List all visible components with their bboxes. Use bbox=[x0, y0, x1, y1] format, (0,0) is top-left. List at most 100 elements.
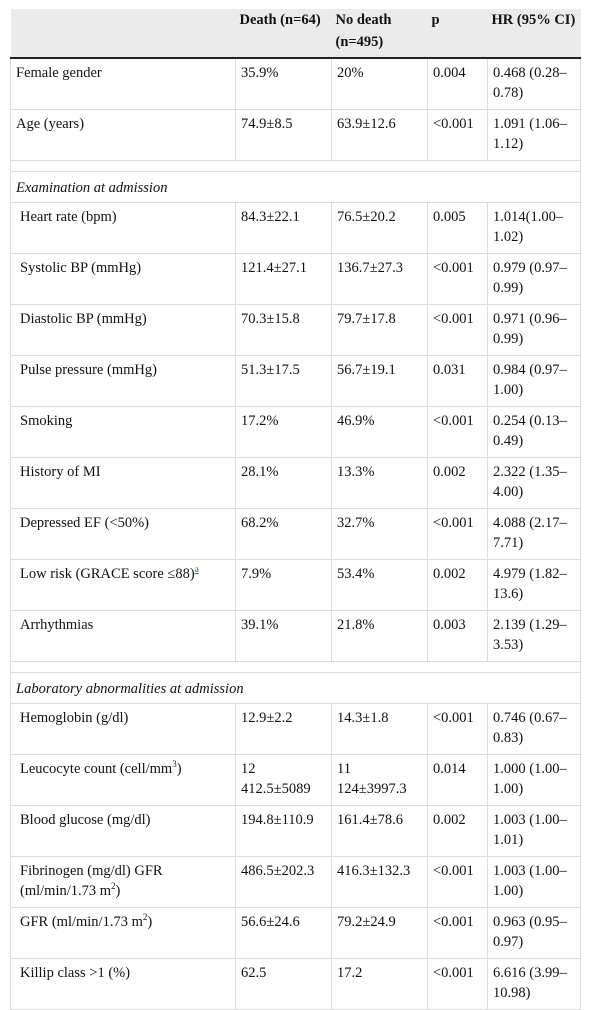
p-value: <0.001 bbox=[427, 108, 488, 161]
p-value: 0.003 bbox=[427, 609, 488, 662]
p-value: <0.001 bbox=[427, 405, 488, 458]
p-value: 0.002 bbox=[427, 456, 488, 509]
no-death-value: 17.2 bbox=[331, 957, 428, 1010]
table-row: Age (years) 74.9±8.5 63.9±12.6 <0.001 1.… bbox=[10, 108, 581, 161]
no-death-value: 136.7±27.3 bbox=[331, 252, 428, 305]
table-row: Hemoglobin (g/dl) 12.9±2.2 14.3±1.8 <0.0… bbox=[10, 702, 581, 755]
hr-value: 6.616 (3.99–10.98) bbox=[487, 957, 581, 1010]
table-row: Heart rate (bpm) 84.3±22.1 76.5±20.2 0.0… bbox=[10, 201, 581, 254]
table-row: Systolic BP (mmHg) 121.4±27.1 136.7±27.3… bbox=[10, 252, 581, 305]
table-row: Depressed EF (<50%) 68.2% 32.7% <0.001 4… bbox=[10, 507, 581, 560]
row-label: Smoking bbox=[10, 405, 236, 458]
section-heading-examination: Examination at admission bbox=[10, 170, 581, 203]
hr-value: 1.003 (1.00–1.01) bbox=[487, 804, 581, 857]
hr-value: 2.139 (1.29–3.53) bbox=[487, 609, 581, 662]
death-value: 35.9% bbox=[235, 57, 332, 110]
section-spacer bbox=[10, 159, 581, 172]
row-label: Leucocyte count (cell/mm3) bbox=[10, 753, 236, 806]
table-row: Killip class >1 (%) 62.5 17.2 <0.001 6.6… bbox=[10, 957, 581, 1010]
no-death-value: 32.7% bbox=[331, 507, 428, 560]
p-value: <0.001 bbox=[427, 906, 488, 959]
table-row: Leucocyte count (cell/mm3) 12 412.5±5089… bbox=[10, 753, 581, 806]
header-no-death: No death (n=495) bbox=[331, 9, 428, 59]
row-label: Diastolic BP (mmHg) bbox=[10, 303, 236, 356]
no-death-value: 13.3% bbox=[331, 456, 428, 509]
section-spacer bbox=[10, 660, 581, 673]
death-value: 12 412.5±5089 bbox=[235, 753, 332, 806]
header-row: Death (n=64) No death (n=495) p HR (95% … bbox=[10, 9, 581, 59]
header-p: p bbox=[427, 9, 488, 59]
death-value: 74.9±8.5 bbox=[235, 108, 332, 161]
no-death-value: 21.8% bbox=[331, 609, 428, 662]
p-value: 0.002 bbox=[427, 804, 488, 857]
no-death-value: 63.9±12.6 bbox=[331, 108, 428, 161]
no-death-value: 76.5±20.2 bbox=[331, 201, 428, 254]
table-row: Low risk (GRACE score ≤88)a 7.9% 53.4% 0… bbox=[10, 558, 581, 611]
row-label: Blood glucose (mg/dl) bbox=[10, 804, 236, 857]
no-death-value: 46.9% bbox=[331, 405, 428, 458]
table-row: Blood glucose (mg/dl) 194.8±110.9 161.4±… bbox=[10, 804, 581, 857]
no-death-value: 56.7±19.1 bbox=[331, 354, 428, 407]
no-death-value: 11 124±3997.3 bbox=[331, 753, 428, 806]
p-value: 0.014 bbox=[427, 753, 488, 806]
row-label: Heart rate (bpm) bbox=[10, 201, 236, 254]
footnote-link[interactable]: a bbox=[194, 563, 199, 574]
row-label: Fibrinogen (mg/dl) GFR (ml/min/1.73 m2) bbox=[10, 855, 236, 908]
hr-value: 1.000 (1.00–1.00) bbox=[487, 753, 581, 806]
row-label: Female gender bbox=[10, 57, 236, 110]
hr-value: 1.014(1.00–1.02) bbox=[487, 201, 581, 254]
death-value: 12.9±2.2 bbox=[235, 702, 332, 755]
no-death-value: 53.4% bbox=[331, 558, 428, 611]
p-value: <0.001 bbox=[427, 507, 488, 560]
hr-value: 0.984 (0.97–1.00) bbox=[487, 354, 581, 407]
section-heading-row: Examination at admission bbox=[10, 170, 581, 203]
death-value: 7.9% bbox=[235, 558, 332, 611]
hr-value: 0.746 (0.67–0.83) bbox=[487, 702, 581, 755]
table-row: Female gender 35.9% 20% 0.004 0.468 (0.2… bbox=[10, 57, 581, 110]
death-value: 70.3±15.8 bbox=[235, 303, 332, 356]
row-label: Systolic BP (mmHg) bbox=[10, 252, 236, 305]
row-label: Pulse pressure (mmHg) bbox=[10, 354, 236, 407]
hr-value: 4.088 (2.17–7.71) bbox=[487, 507, 581, 560]
results-table-container: Death (n=64) No death (n=495) p HR (95% … bbox=[10, 9, 581, 1010]
hr-value: 0.254 (0.13–0.49) bbox=[487, 405, 581, 458]
p-value: 0.002 bbox=[427, 558, 488, 611]
p-value: 0.004 bbox=[427, 57, 488, 110]
death-value: 121.4±27.1 bbox=[235, 252, 332, 305]
death-value: 84.3±22.1 bbox=[235, 201, 332, 254]
p-value: <0.001 bbox=[427, 957, 488, 1010]
p-value: <0.001 bbox=[427, 702, 488, 755]
hr-value: 0.963 (0.95–0.97) bbox=[487, 906, 581, 959]
death-value: 194.8±110.9 bbox=[235, 804, 332, 857]
row-label: History of MI bbox=[10, 456, 236, 509]
row-label: Age (years) bbox=[10, 108, 236, 161]
death-value: 56.6±24.6 bbox=[235, 906, 332, 959]
hr-value: 4.979 (1.82–13.6) bbox=[487, 558, 581, 611]
row-label: GFR (ml/min/1.73 m2) bbox=[10, 906, 236, 959]
table-row: Smoking 17.2% 46.9% <0.001 0.254 (0.13–0… bbox=[10, 405, 581, 458]
no-death-value: 416.3±132.3 bbox=[331, 855, 428, 908]
table-row: Pulse pressure (mmHg) 51.3±17.5 56.7±19.… bbox=[10, 354, 581, 407]
row-label-text: Low risk (GRACE score ≤88) bbox=[20, 565, 195, 582]
p-value: 0.005 bbox=[427, 201, 488, 254]
results-table: Death (n=64) No death (n=495) p HR (95% … bbox=[10, 9, 581, 1010]
p-value: <0.001 bbox=[427, 303, 488, 356]
header-hr: HR (95% CI) bbox=[487, 9, 581, 59]
row-label: Hemoglobin (g/dl) bbox=[10, 702, 236, 755]
no-death-value: 14.3±1.8 bbox=[331, 702, 428, 755]
no-death-value: 161.4±78.6 bbox=[331, 804, 428, 857]
row-label: Arrhythmias bbox=[10, 609, 236, 662]
hr-value: 0.468 (0.28–0.78) bbox=[487, 57, 581, 110]
death-value: 51.3±17.5 bbox=[235, 354, 332, 407]
hr-value: 0.971 (0.96–0.99) bbox=[487, 303, 581, 356]
hr-value: 2.322 (1.35–4.00) bbox=[487, 456, 581, 509]
header-death: Death (n=64) bbox=[235, 9, 332, 59]
hr-value: 1.091 (1.06–1.12) bbox=[487, 108, 581, 161]
death-value: 68.2% bbox=[235, 507, 332, 560]
row-label: Depressed EF (<50%) bbox=[10, 507, 236, 560]
p-value: 0.031 bbox=[427, 354, 488, 407]
table-row: History of MI 28.1% 13.3% 0.002 2.322 (1… bbox=[10, 456, 581, 509]
table-row: GFR (ml/min/1.73 m2) 56.6±24.6 79.2±24.9… bbox=[10, 906, 581, 959]
row-label: Low risk (GRACE score ≤88)a bbox=[10, 558, 236, 611]
table-row: Fibrinogen (mg/dl) GFR (ml/min/1.73 m2) … bbox=[10, 855, 581, 908]
